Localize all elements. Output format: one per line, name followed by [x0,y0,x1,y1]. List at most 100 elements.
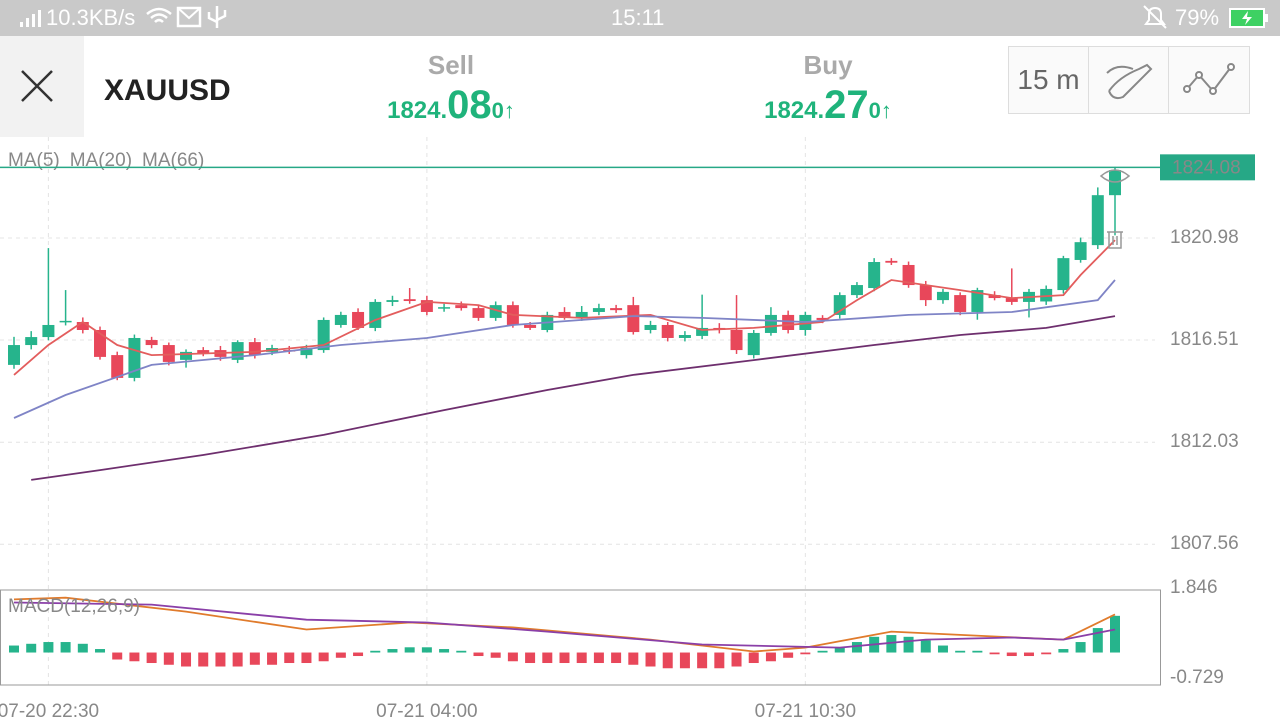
candle-body [25,337,38,346]
macd-bar [267,652,278,665]
price-big: 08 [447,83,492,127]
candle-body [128,337,141,378]
candle-body [678,335,691,338]
macd-bar [163,652,174,665]
candle-body [76,322,89,330]
macd-bar [851,642,862,653]
candle-body [420,300,433,312]
candle-body [8,345,20,365]
macd-bar [955,650,966,653]
candle-body [558,311,571,318]
ma-line [31,315,1116,481]
price-arrow: ↑ [503,98,515,123]
macd-bar [697,652,708,669]
buy-quote[interactable]: Buy 1824.270↑ [728,50,928,128]
candle-body [369,301,382,328]
macd-bar [525,652,536,664]
candle-body [386,300,399,302]
macd-bar [77,643,88,653]
candle-body [971,290,984,312]
price-arrow: ↑ [880,98,892,123]
candle-body [472,308,485,318]
indicator-button[interactable] [1168,46,1250,114]
sell-price: 1824.080↑ [351,83,551,128]
buy-label: Buy [803,50,853,80]
header: XAUUSD Sell 1824.080↑ Buy 1824.270↑ 15 m [0,36,1280,137]
candle-body [197,350,210,354]
candle-body [644,324,657,330]
macd-bar [232,652,243,667]
candle-body [1005,298,1018,302]
candle-body [403,299,416,302]
macd-bar [576,652,587,664]
status-bar: 10.3KB/s 15:11 79% [0,0,1280,36]
price-main: 1824. [387,97,448,124]
candle-body [317,319,330,351]
macd-bar [645,652,656,667]
macd-bar [628,652,639,665]
macd-bar [783,652,794,658]
macd-bar [714,652,725,669]
x-tick-label: 07-21 04:00 [376,701,477,720]
x-tick-label: 07-20 22:30 [0,701,99,720]
draw-icon [1106,63,1153,100]
y-tick-label: 1812.03 [1170,431,1239,452]
macd-bar [800,652,811,655]
current-price-box [1160,154,1255,181]
legend-entry: MA(20) [70,150,132,171]
candle-body [696,327,709,336]
candle-body [592,308,605,312]
x-tick-label: 07-21 10:30 [755,701,856,720]
macd-bar [748,652,759,664]
macd-bar [26,643,37,653]
macd-bar [1006,652,1017,657]
macd-bar [318,652,329,662]
macd-bar [490,652,501,658]
candle-body [885,260,898,263]
buy-price: 1824.270↑ [728,83,928,128]
macd-bar [903,636,914,653]
sell-quote[interactable]: Sell 1824.080↑ [351,50,551,128]
battery-icon [1229,8,1268,28]
macd-bar [834,647,845,653]
candle-body [988,295,1001,299]
candle-body [94,329,107,357]
macd-bar [731,652,742,667]
candle-body [300,348,313,356]
battery-level: 79% [1175,5,1220,30]
interval-button[interactable]: 15 m [1008,46,1089,114]
macd-bar [1110,615,1120,653]
macd-bar [387,649,398,653]
price-main: 1824. [764,97,825,124]
candle-body [1057,258,1070,291]
macd-bar [972,650,983,653]
macd-bar [542,652,553,664]
macd-bar [1023,652,1034,657]
candle-body [868,262,881,289]
candle-body [180,351,193,360]
close-button[interactable] [0,36,84,137]
draw-button[interactable] [1088,46,1169,114]
candle-body [352,311,365,328]
candle-body [730,329,743,351]
candle-body [111,355,124,378]
ma-line [13,239,1116,376]
candle-body [42,324,55,338]
macd-bar [920,640,931,653]
ma-line [13,279,1116,419]
candle-body [438,307,451,309]
macd-title: MACD(12,26,9) [8,596,140,617]
candle-body [661,324,674,338]
candle-body [610,308,623,311]
y-tick-label: 1820.98 [1170,227,1239,248]
macd-bar [353,652,364,657]
macd-bar [886,635,897,653]
macd-bar [559,652,570,664]
legend-entry: MA(5) [8,150,60,171]
candle-body [782,314,795,330]
current-price-label: 1824.08 [1172,157,1241,178]
eye-icon [1099,169,1131,183]
macd-bar [112,652,123,660]
candle-body [936,291,949,301]
